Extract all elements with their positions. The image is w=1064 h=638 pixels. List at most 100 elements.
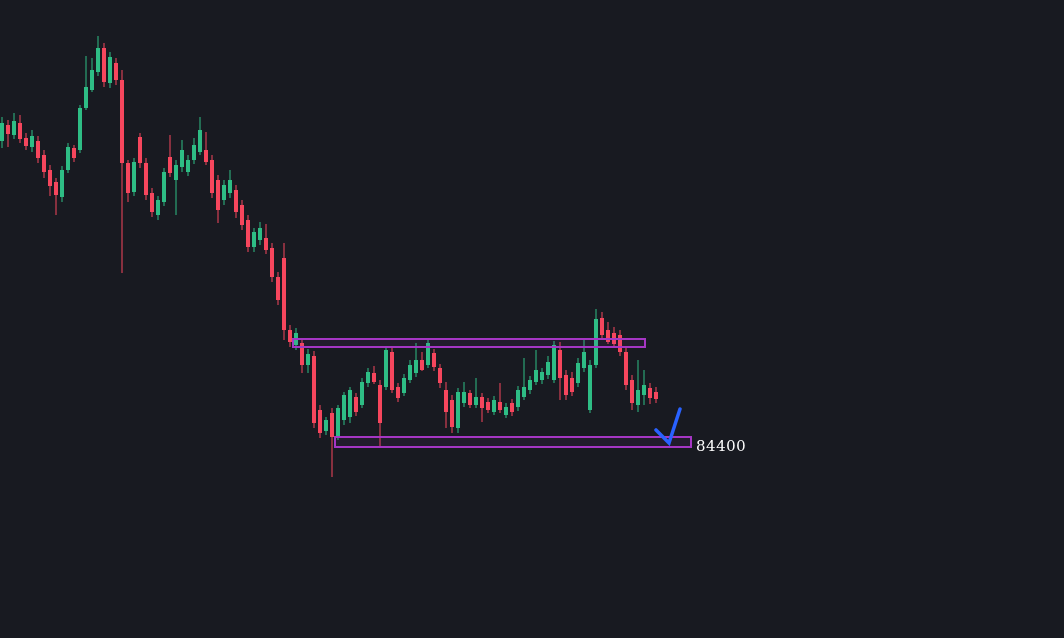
candle-body (168, 157, 172, 173)
candle-body (564, 375, 568, 395)
candle-body (654, 392, 658, 399)
candle-body (510, 403, 514, 412)
candle-body (570, 378, 574, 392)
candle-body (630, 380, 634, 403)
candle-body (150, 193, 154, 212)
candle-body (282, 258, 286, 330)
candle-body (582, 352, 586, 368)
candle-body (360, 382, 364, 405)
candle-body (144, 163, 148, 195)
candle-body (12, 121, 16, 135)
candle-body (438, 368, 442, 383)
candle-body (36, 141, 40, 158)
candle-body (270, 248, 274, 277)
candle-body (234, 190, 238, 212)
candle-body (426, 343, 430, 365)
candle-body (132, 162, 136, 192)
candle-body (72, 148, 76, 158)
candle-body (384, 350, 388, 387)
candle-body (42, 155, 46, 172)
candle-body (546, 362, 550, 375)
candle-body (456, 392, 460, 428)
candle-wick (535, 350, 537, 385)
candle-body (318, 410, 322, 433)
candle-body (342, 395, 346, 420)
candle-wick (331, 408, 333, 477)
candle-body (486, 402, 490, 410)
candle-body (108, 57, 112, 83)
candle-body (480, 397, 484, 408)
candle-body (162, 172, 166, 202)
candle-body (90, 70, 94, 90)
candle-body (576, 363, 580, 383)
candle-body (204, 150, 208, 162)
candle-body (18, 123, 22, 139)
candle-body (78, 108, 82, 150)
candle-body (84, 87, 88, 108)
candle-wick (475, 378, 477, 408)
candle-body (288, 330, 292, 342)
candle-body (246, 220, 250, 247)
candle-body (588, 365, 592, 410)
candle-body (552, 345, 556, 380)
candle-body (336, 408, 340, 437)
candle-body (402, 378, 406, 393)
candle-wick (121, 70, 123, 273)
candle-body (600, 318, 604, 335)
candle-body (138, 137, 142, 163)
candle-body (606, 330, 610, 342)
candle-body (396, 387, 400, 398)
candle-body (504, 407, 508, 415)
candle-wick (175, 160, 177, 215)
candle-wick (637, 360, 639, 412)
candle-body (30, 136, 34, 147)
candle-body (414, 360, 418, 373)
candle-body (558, 350, 562, 378)
candle-wick (169, 135, 171, 177)
candle-body (24, 138, 28, 146)
candle-body (240, 205, 244, 225)
candle-body (276, 277, 280, 300)
down-arrow-drawing[interactable] (654, 407, 682, 447)
candle-body (258, 228, 262, 240)
candle-body (390, 352, 394, 390)
candle-wick (55, 178, 57, 215)
candle-body (450, 400, 454, 427)
candle-body (348, 390, 352, 417)
candle-body (60, 170, 64, 197)
price-label[interactable]: 84400 (696, 437, 747, 455)
zone-drawings (292, 338, 692, 448)
support-zone-rectangle[interactable] (334, 436, 692, 448)
candle-body (330, 413, 334, 437)
candle-body (6, 125, 10, 134)
candle-body (198, 130, 202, 152)
candle-body (192, 145, 196, 160)
resistance-zone-rectangle[interactable] (292, 338, 646, 348)
candle-body (156, 200, 160, 215)
candle-body (0, 123, 4, 141)
candle-body (48, 170, 52, 186)
candle-body (522, 387, 526, 397)
candle-body (174, 165, 178, 180)
candle-body (492, 400, 496, 412)
candle-body (498, 402, 502, 410)
candle-wick (205, 132, 207, 165)
candle-body (324, 420, 328, 431)
candle-body (54, 182, 58, 195)
candle-body (126, 163, 130, 193)
candle-wick (523, 358, 525, 400)
candle-body (618, 335, 622, 352)
candle-body (102, 48, 106, 82)
candle-wick (499, 383, 501, 413)
candle-body (216, 180, 220, 210)
candle-body (264, 238, 268, 250)
candle-body (408, 365, 412, 380)
candle-body (642, 385, 646, 395)
candle-body (432, 353, 436, 367)
candle-body (444, 390, 448, 412)
candle-body (120, 80, 124, 163)
candle-body (96, 48, 100, 72)
candle-body (528, 380, 532, 390)
